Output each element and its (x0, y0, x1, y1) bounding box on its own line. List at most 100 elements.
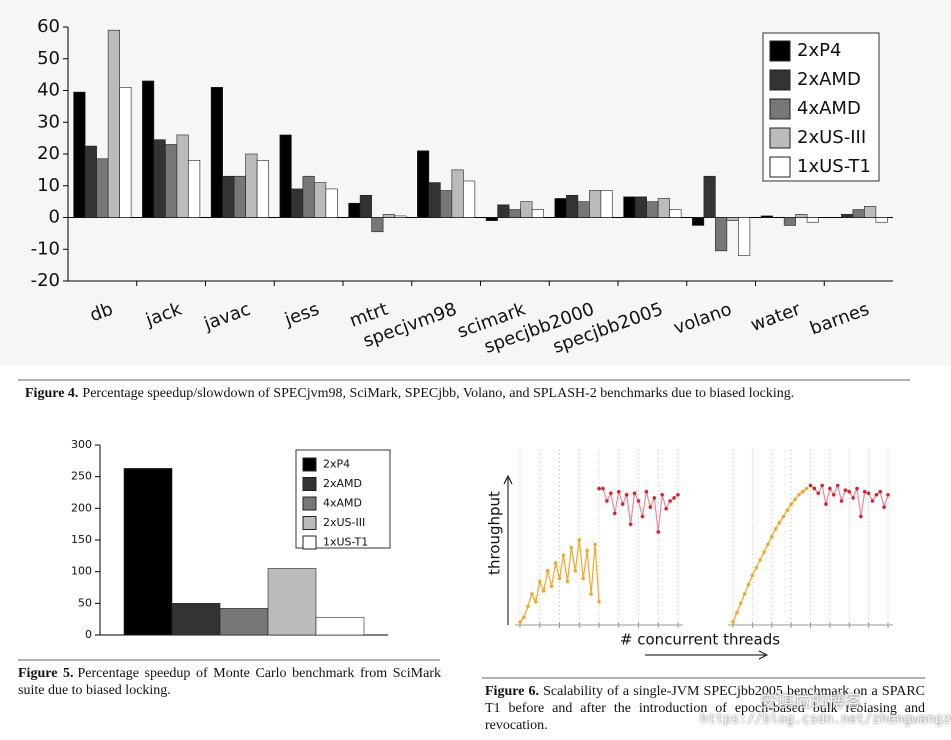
bar (760, 215, 773, 218)
point (632, 491, 637, 496)
caption-text: Percentage speedup of Monte Carlo benchm… (18, 666, 441, 698)
point (835, 483, 840, 488)
point (644, 489, 649, 494)
bar (291, 188, 304, 218)
bar (165, 144, 178, 218)
bar (806, 217, 819, 223)
bar (577, 201, 590, 218)
y-tick-label: 50 (37, 48, 60, 69)
bar (497, 204, 510, 218)
point (777, 520, 782, 525)
point (766, 542, 770, 547)
legend-label: 2xP4 (797, 40, 841, 61)
y-axis-label: throughput (486, 491, 504, 575)
point (859, 514, 863, 519)
point (573, 568, 578, 573)
point (636, 499, 641, 503)
caption-label: Figure 5. (18, 666, 74, 681)
bar (256, 160, 269, 218)
bar (382, 214, 395, 218)
bar (692, 217, 705, 226)
point (866, 491, 871, 496)
point (831, 493, 836, 497)
legend-label: 1xUS-T1 (797, 156, 871, 177)
bar (233, 175, 246, 218)
point (738, 601, 743, 606)
legend-swatch (769, 156, 791, 178)
y-tick-label: 150 (71, 533, 92, 546)
legend-label: 2xAMD (797, 69, 861, 90)
watermark: https://blog.csdn.net/zhengwangzw (700, 712, 951, 727)
bar (657, 198, 670, 218)
point (812, 486, 817, 491)
bar (646, 201, 659, 218)
bar (875, 217, 888, 223)
y-tick-label: 40 (37, 80, 60, 101)
bar (566, 194, 579, 218)
y-tick-label: 30 (37, 111, 60, 132)
bar (520, 201, 533, 218)
bar (463, 180, 476, 218)
legend-label: 1xUS-T1 (323, 536, 368, 549)
point (537, 579, 542, 584)
bar (96, 158, 109, 218)
bar (451, 169, 464, 218)
legend-label: 4xAMD (797, 98, 861, 119)
bar (841, 214, 854, 218)
point (656, 530, 661, 534)
point (664, 506, 668, 511)
point (577, 537, 582, 542)
point (530, 592, 534, 596)
point (735, 610, 739, 615)
bar (669, 209, 682, 218)
bar (726, 217, 739, 221)
point (581, 576, 585, 581)
bar (371, 217, 384, 233)
bar (176, 134, 189, 218)
point (601, 486, 605, 491)
bar (589, 190, 602, 218)
point (804, 486, 809, 491)
bar (440, 190, 453, 218)
point (648, 505, 653, 510)
legend-label: 2xUS-III (797, 127, 866, 148)
bar (142, 80, 155, 218)
point (569, 545, 574, 550)
y-tick-label: 20 (37, 143, 60, 164)
legend-label: 2xUS-III (323, 516, 365, 529)
point (742, 592, 747, 596)
point (762, 550, 766, 554)
bar (623, 196, 636, 218)
point (785, 508, 790, 513)
point (660, 493, 664, 497)
point (855, 486, 859, 491)
bar (153, 139, 166, 218)
point (652, 496, 657, 500)
bar (428, 182, 441, 218)
point (847, 489, 852, 494)
bar (119, 87, 132, 218)
point (597, 599, 601, 604)
bar (222, 175, 235, 218)
point (597, 486, 601, 491)
point (820, 483, 824, 488)
legend-label: 2xP4 (323, 458, 350, 471)
point (534, 599, 538, 604)
point (808, 483, 813, 488)
point (624, 493, 629, 497)
point (824, 502, 828, 506)
bar (417, 150, 430, 218)
bar (210, 87, 223, 218)
point (613, 511, 617, 516)
legend-swatch (769, 69, 791, 91)
caption-text: Percentage speedup/slowdown of SPECjvm98… (82, 386, 795, 401)
point (518, 620, 522, 624)
y-tick-label: -20 (31, 270, 60, 291)
y-arrow-head (503, 474, 513, 485)
y-tick-label: 200 (71, 501, 92, 514)
point (754, 565, 759, 570)
legend-label: 4xAMD (323, 497, 362, 510)
point (882, 505, 886, 510)
point (886, 493, 890, 497)
point (553, 561, 558, 565)
